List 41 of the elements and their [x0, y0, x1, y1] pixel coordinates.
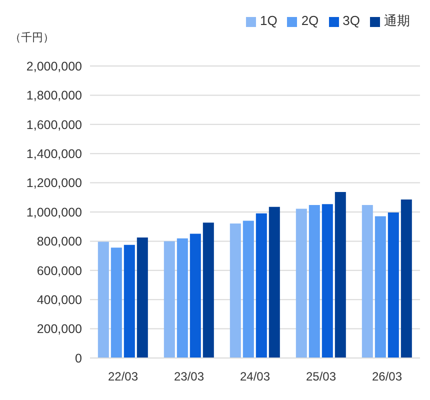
bar [110, 248, 122, 358]
bar [164, 241, 175, 358]
y-tick-label: 1,400,000 [26, 147, 82, 162]
y-tick-label: 0 [75, 351, 82, 366]
y-tick-label: 600,000 [36, 264, 82, 278]
bar [400, 199, 412, 358]
y-tick-label: 1,000,000 [26, 205, 82, 220]
bar [190, 234, 201, 358]
x-tick-label: 22/03 [108, 370, 138, 384]
bar [388, 212, 399, 358]
legend-label: 2Q [301, 13, 319, 28]
bar [334, 192, 346, 358]
legend-label: 3Q [342, 13, 360, 28]
y-tick-label: 200,000 [36, 322, 82, 336]
bar [296, 208, 307, 358]
bar [124, 244, 135, 358]
y-axis-title: （千円） [10, 31, 54, 45]
bar [230, 224, 241, 358]
bar [136, 238, 148, 358]
bar [362, 204, 373, 358]
bar [322, 204, 333, 358]
bar [202, 222, 214, 358]
legend-label: 1Q [260, 13, 278, 28]
y-tick-label: 1,600,000 [26, 118, 82, 132]
y-tick-label: 800,000 [36, 234, 82, 249]
bar [374, 216, 386, 358]
bar [242, 220, 254, 358]
bar [308, 204, 320, 358]
bar [268, 206, 280, 358]
y-tick-label: 1,200,000 [26, 176, 82, 190]
bar [176, 238, 188, 358]
x-tick-label: 23/03 [174, 370, 204, 384]
y-tick-label: 400,000 [36, 293, 82, 308]
y-tick-label: 2,000,000 [26, 59, 82, 74]
x-tick-label: 26/03 [372, 370, 402, 384]
legend-label: 通期 [384, 13, 410, 28]
x-tick-label: 24/03 [240, 370, 270, 384]
y-tick-label: 1,800,000 [26, 88, 82, 103]
bar [98, 242, 109, 358]
x-tick-label: 25/03 [306, 370, 336, 384]
bar [256, 213, 267, 358]
